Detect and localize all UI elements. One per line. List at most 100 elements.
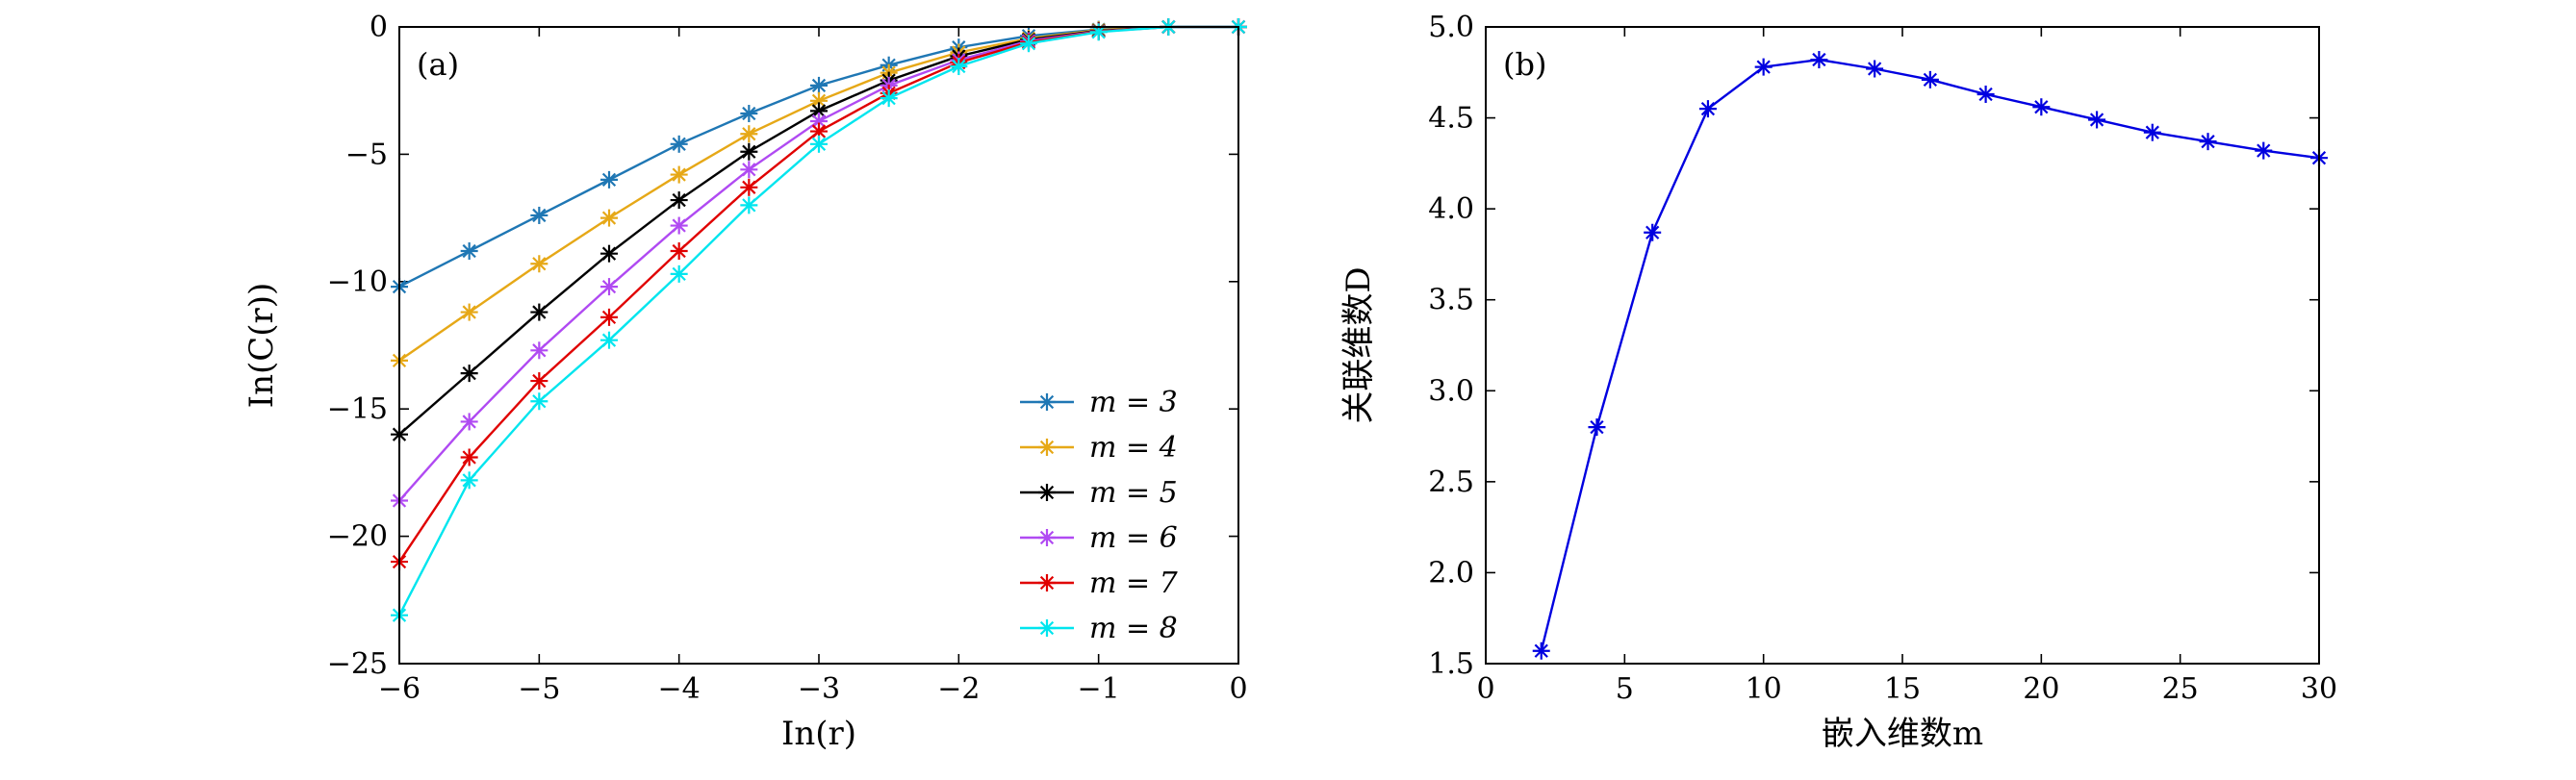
data-point [880,89,898,108]
y-tick-label: −20 [327,520,388,554]
x-tick-label: 0 [1229,672,1247,706]
data-point [2088,111,2106,129]
y-axis-label: 关联维数D [1339,266,1378,423]
data-point [740,161,758,179]
x-tick-label: −1 [1078,672,1120,706]
plot-frame [398,26,1239,665]
data-point [740,142,758,161]
x-axis-label: 嵌入维数m [1822,715,1983,753]
x-tick-label: −3 [798,672,840,706]
y-tick-label: −10 [327,265,388,299]
panel-b-chart: 0 5 10 15 20 25 30 1.5 2.0 2.5 3.0 3.5 4.0 4.5 5.0 (b) 嵌… [1339,11,2337,753]
y-tick-label: −15 [327,392,388,426]
x-tick-label: −4 [658,672,701,706]
data-point [670,216,688,235]
data-point [1644,223,1662,241]
data-point [670,191,688,210]
x-tick-label: 0 [1476,672,1494,706]
legend-entry-4: m = 6 [1089,521,1178,555]
series-line-1 [1540,58,2320,652]
data-point [810,135,828,153]
data-point [530,392,548,411]
data-point [670,264,688,283]
data-point [810,76,828,94]
y-tick-label: 2.5 [1428,465,1474,499]
legend-marker [1038,574,1056,591]
y-tick-label: 3.0 [1428,374,1474,408]
data-point [460,242,478,261]
data-point [600,308,618,326]
y-tick-label: 3.5 [1428,284,1474,317]
data-point [670,165,688,184]
data-point [1977,85,1995,103]
legend-marker [1038,484,1056,501]
data-point [600,278,618,296]
data-point [460,471,478,490]
data-point [740,105,758,123]
data-point [460,365,478,383]
plot-frame [1485,26,2320,665]
panel-tag: (a) [417,46,459,83]
data-point [740,178,758,196]
data-point [2199,133,2217,151]
legend-entry-2: m = 4 [1089,431,1178,465]
panel-a-chart: −6 −5 −4 −3 −2 −1 0−25−20−15−10−50(a)In(r)In(C… [242,11,1248,753]
x-tick-label: −6 [378,672,421,706]
x-tick-label: −5 [518,672,560,706]
y-tick-label: 4.0 [1428,192,1474,226]
x-axis-label: In(r) [781,715,856,753]
panel-tag: (b) [1503,46,1546,83]
data-point [600,209,618,227]
legend-marker [1038,529,1056,546]
y-tick-label: 5.0 [1428,11,1474,44]
x-tick-label: 5 [1616,672,1634,706]
x-tick-label: 10 [1746,672,1782,706]
data-point [2255,141,2273,160]
data-point [740,125,758,143]
x-tick-label: 20 [2023,672,2059,706]
data-point [670,135,688,153]
x-tick-label: 25 [2162,672,2199,706]
data-point [530,372,548,390]
x-tick-label: −2 [937,672,980,706]
legend-entry-1: m = 3 [1089,386,1178,419]
y-tick-label: 1.5 [1428,647,1474,681]
legend-entry-6: m = 8 [1089,612,1178,645]
data-point [1532,642,1550,660]
data-point [670,242,688,261]
x-tick-label: 30 [2301,672,2337,706]
data-point [1588,418,1606,437]
y-tick-label: 4.5 [1428,102,1474,136]
legend-marker [1038,439,1056,456]
data-point [2143,123,2161,141]
data-point [460,448,478,466]
data-point [460,413,478,431]
data-point [530,206,548,224]
data-point [1921,70,1939,88]
legend-marker [1038,393,1056,411]
data-point [2032,98,2051,116]
data-point [1020,35,1037,53]
data-point [600,331,618,349]
x-tick-label: 15 [1884,672,1921,706]
legend-entry-5: m = 7 [1089,566,1179,600]
data-point [460,303,478,321]
y-tick-label: −25 [327,647,388,681]
series-line-1 [398,25,1238,289]
data-point [740,196,758,214]
data-point [1698,100,1717,118]
data-point [1754,58,1773,76]
data-point [1810,51,1828,69]
data-point [600,170,618,189]
data-point [1089,23,1108,41]
y-tick-label: −5 [345,138,388,171]
legend-entry-3: m = 5 [1089,476,1178,510]
data-point [1866,60,1884,78]
data-point [530,341,548,360]
data-point [530,255,548,273]
y-tick-label: 0 [370,11,388,44]
data-point [530,303,548,321]
y-tick-label: 2.0 [1428,556,1474,590]
data-point [600,244,618,263]
